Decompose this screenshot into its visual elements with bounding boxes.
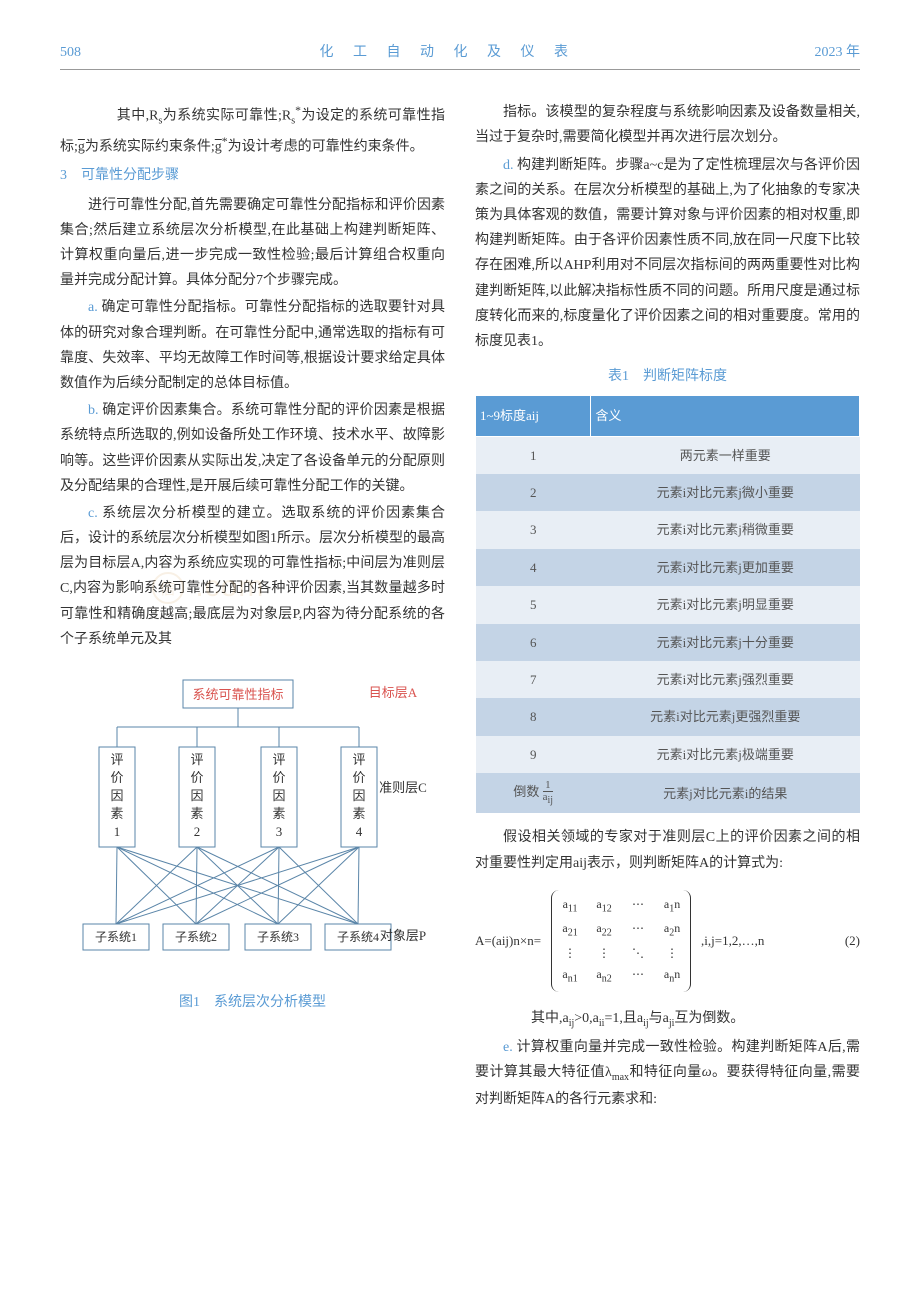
table-row: 4元素i对比元素j更加重要 [476,549,860,586]
svg-text:准则层C: 准则层C [379,780,427,795]
table-cell: 元素i对比元素j更加重要 [591,549,860,586]
two-column-layout: 其中,Rs为系统实际可靠性;Rs*为设定的系统可靠性指标;g为系统实际约束条件;… [60,100,860,1114]
svg-text:素: 素 [110,806,123,821]
paragraph: 其中,Rs为系统实际可靠性;Rs*为设定的系统可靠性指标;g为系统实际约束条件;… [60,100,445,159]
svg-text:因: 因 [110,788,123,803]
paragraph: c. 系统层次分析模型的建立。选取系统的评价因素集合后，设计的系统层次分析模型如… [60,501,445,652]
svg-text:目标层A: 目标层A [368,685,417,700]
table-row: 8元素i对比元素j更强烈重要 [476,698,860,735]
table-row: 5元素i对比元素j明显重要 [476,586,860,623]
svg-text:素: 素 [190,806,203,821]
table-cell: 4 [476,549,591,586]
svg-text:子系统4: 子系统4 [336,930,378,944]
table-cell: 元素i对比元素j极端重要 [591,736,860,773]
figure-caption: 图1 系统层次分析模型 [60,990,445,1015]
table-cell: 倒数 1aij [476,773,591,813]
table-cell: 元素i对比元素j更强烈重要 [591,698,860,735]
table-cell: 元素j对比元素i的结果 [591,773,860,813]
svg-text:评: 评 [190,752,203,767]
equation-2: A=(aij)n×n= a11a12⋯a1na21a22⋯a2n⋮⋮⋱⋮an1a… [475,890,860,993]
table-row: 3元素i对比元素j稍微重要 [476,511,860,548]
svg-text:因: 因 [272,788,285,803]
table-cell: 6 [476,624,591,661]
right-column: 指标。该模型的复杂程度与系统影响因素及设备数量相关,当过于复杂时,需要简化模型并… [475,100,860,1114]
paragraph: b. 确定评价因素集合。系统可靠性分配的评价因素是根据系统特点所选取的,例如设备… [60,398,445,499]
svg-text:系统可靠性指标: 系统可靠性指标 [192,687,283,702]
table-cell: 2 [476,474,591,511]
table-row: 倒数 1aij元素j对比元素i的结果 [476,773,860,813]
svg-text:因: 因 [352,788,365,803]
paragraph: e. 计算权重向量并完成一致性检验。构建判断矩阵A后,需要计算其最大特征值λma… [475,1035,860,1112]
svg-text:子系统2: 子系统2 [174,930,216,944]
figure-1: 系统可靠性指标 目标层A 评价因素1评价因素2评价因素3评价因素4 准则层C 子… [60,672,445,1015]
svg-text:素: 素 [352,806,365,821]
svg-text:价: 价 [352,770,365,785]
step-letter: a. [88,300,102,315]
table-row: 1两元素一样重要 [476,436,860,474]
paragraph: d. 构建判断矩阵。步骤a~c是为了定性梳理层次与各评价因素之间的关系。在层次分… [475,153,860,355]
left-column: 其中,Rs为系统实际可靠性;Rs*为设定的系统可靠性指标;g为系统实际约束条件;… [60,100,445,1114]
table-header: 1~9标度aij [476,396,591,436]
svg-text:对象层P: 对象层P [379,928,425,943]
table-row: 2元素i对比元素j微小重要 [476,474,860,511]
scale-table: 1~9标度aij 含义 1两元素一样重要2元素i对比元素j微小重要3元素i对比元… [475,395,860,813]
svg-text:因: 因 [190,788,203,803]
page-header: 508 化 工 自 动 化 及 仪 表 2023 年 [60,40,860,70]
journal-title: 化 工 自 动 化 及 仪 表 [320,40,577,65]
svg-text:1: 1 [113,824,120,839]
page-number: 508 [60,40,81,65]
table-header: 含义 [591,396,860,436]
section-heading: 3 可靠性分配步骤 [60,163,445,188]
table-cell: 元素i对比元素j明显重要 [591,586,860,623]
hierarchy-diagram: 系统可靠性指标 目标层A 评价因素1评价因素2评价因素3评价因素4 准则层C 子… [63,672,443,982]
svg-text:子系统3: 子系统3 [256,930,298,944]
paragraph: 假设相关领域的专家对于准则层C上的评价因素之间的相对重要性判定用aij表示，则判… [475,825,860,875]
svg-text:评: 评 [272,752,285,767]
paragraph: 指标。该模型的复杂程度与系统影响因素及设备数量相关,当过于复杂时,需要简化模型并… [475,100,860,150]
year: 2023 年 [815,40,861,65]
table-row: 6元素i对比元素j十分重要 [476,624,860,661]
step-letter: d. [503,158,517,173]
svg-text:3: 3 [275,824,282,839]
step-letter: c. [88,506,102,521]
svg-text:2: 2 [193,824,200,839]
svg-text:子系统1: 子系统1 [94,930,136,944]
svg-text:素: 素 [272,806,285,821]
paragraph: 其中,aij>0,aii=1,且aij与aji互为倒数。 [475,1006,860,1033]
table-cell: 3 [476,511,591,548]
table-row: 7元素i对比元素j强烈重要 [476,661,860,698]
step-letter: e. [503,1040,517,1055]
table-cell: 两元素一样重要 [591,436,860,474]
table-cell: 1 [476,436,591,474]
equation-number: (2) [825,929,860,952]
table-row: 9元素i对比元素j极端重要 [476,736,860,773]
paragraph: 进行可靠性分配,首先需要确定可靠性分配指标和评价因素集合;然后建立系统层次分析模… [60,193,445,294]
table-cell: 元素i对比元素j强烈重要 [591,661,860,698]
svg-text:价: 价 [190,770,203,785]
svg-text:评: 评 [352,752,365,767]
svg-text:4: 4 [355,824,362,839]
table-cell: 9 [476,736,591,773]
svg-text:价: 价 [272,770,285,785]
svg-text:价: 价 [110,770,123,785]
paragraph: a. 确定可靠性分配指标。可靠性分配指标的选取要针对具体的研究对象合理判断。在可… [60,295,445,396]
svg-text:评: 评 [110,752,123,767]
step-letter: b. [88,403,102,418]
table-cell: 元素i对比元素j稍微重要 [591,511,860,548]
table-cell: 元素i对比元素j微小重要 [591,474,860,511]
table-cell: 5 [476,586,591,623]
matrix: a11a12⋯a1na21a22⋯a2n⋮⋮⋱⋮an1an2⋯ann [551,890,691,993]
table-caption: 表1 判断矩阵标度 [475,364,860,389]
table-cell: 8 [476,698,591,735]
table-cell: 元素i对比元素j十分重要 [591,624,860,661]
table-cell: 7 [476,661,591,698]
